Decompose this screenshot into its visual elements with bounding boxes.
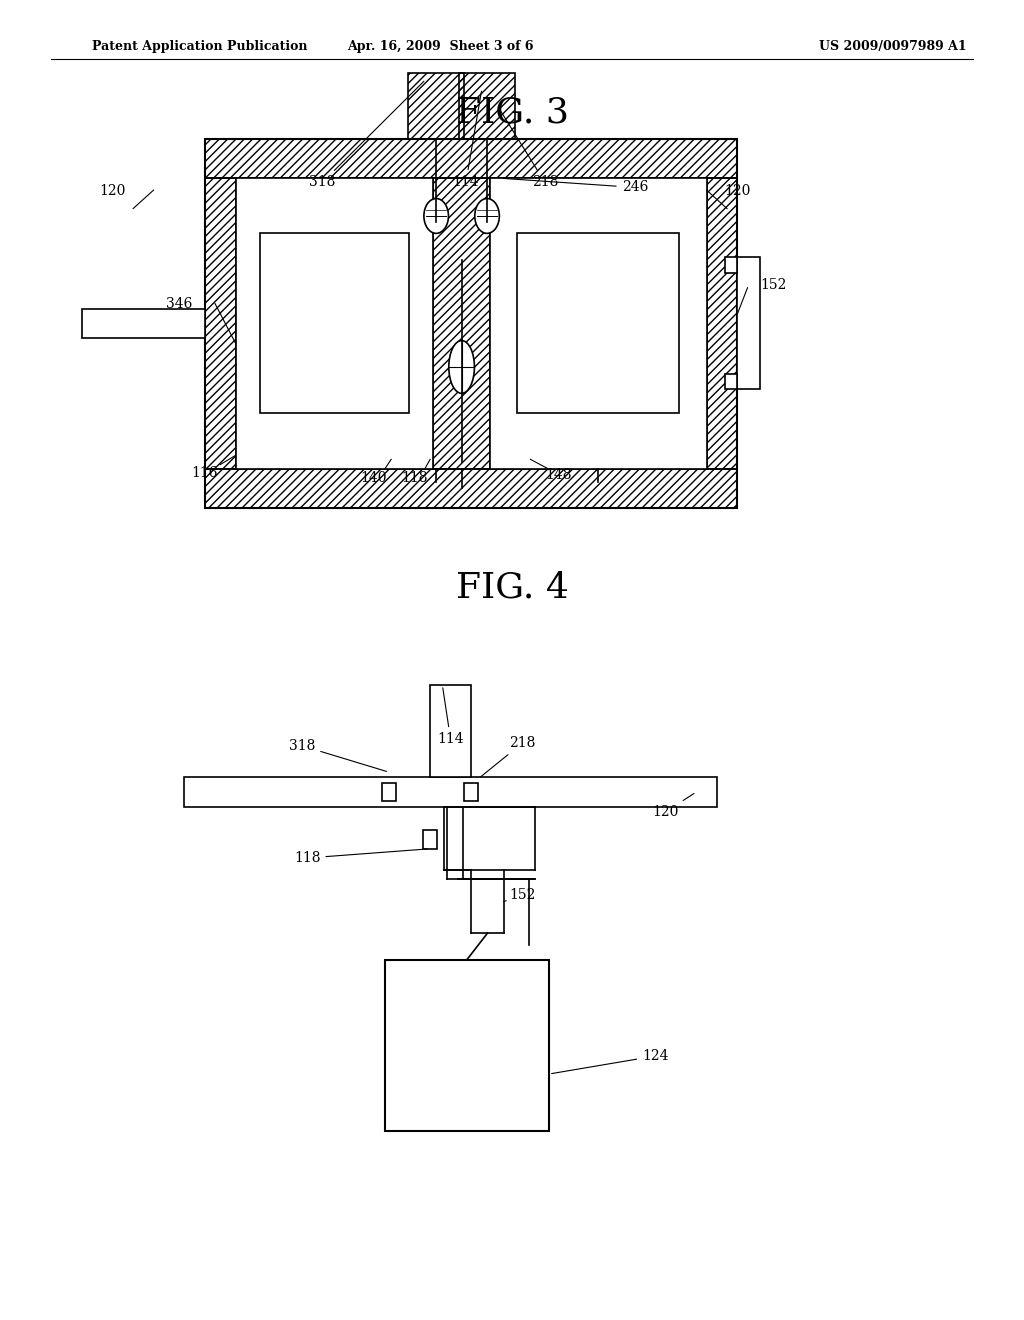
Ellipse shape (475, 198, 500, 234)
Ellipse shape (449, 341, 474, 393)
Ellipse shape (424, 198, 449, 234)
Text: 118: 118 (401, 471, 428, 484)
Text: 116: 116 (191, 466, 218, 479)
Bar (464, 783, 478, 801)
Text: 120: 120 (99, 185, 126, 198)
Text: 114: 114 (453, 91, 481, 189)
Text: 140: 140 (360, 471, 387, 484)
Bar (430, 685, 471, 777)
Text: 114: 114 (437, 688, 464, 746)
Text: 118: 118 (294, 849, 427, 865)
Text: 152: 152 (760, 279, 786, 292)
Text: 218: 218 (480, 737, 536, 777)
Polygon shape (260, 234, 409, 413)
Text: Apr. 16, 2009  Sheet 3 of 6: Apr. 16, 2009 Sheet 3 of 6 (347, 40, 534, 53)
Text: 124: 124 (552, 1049, 669, 1073)
Text: Patent Application Publication: Patent Application Publication (92, 40, 307, 53)
Bar (725, 374, 737, 389)
Polygon shape (236, 178, 433, 469)
Bar (184, 777, 717, 807)
Text: 218: 218 (499, 108, 558, 189)
Text: 148: 148 (545, 469, 571, 482)
Polygon shape (517, 234, 680, 413)
Text: 318: 318 (309, 81, 424, 189)
Bar (423, 830, 437, 849)
Text: FIG. 4: FIG. 4 (456, 570, 568, 605)
Bar (385, 960, 549, 1131)
Text: 246: 246 (503, 178, 648, 194)
Text: 318: 318 (289, 739, 386, 771)
Text: 346: 346 (166, 297, 193, 310)
Text: US 2009/0097989 A1: US 2009/0097989 A1 (819, 40, 967, 53)
Text: 152: 152 (504, 888, 536, 902)
Polygon shape (489, 178, 707, 469)
Text: 120: 120 (652, 793, 694, 818)
Text: FIG. 3: FIG. 3 (456, 95, 568, 129)
Bar (382, 783, 396, 801)
Bar (737, 257, 760, 389)
Text: 120: 120 (724, 185, 751, 198)
Bar (725, 257, 737, 273)
Bar (82, 309, 205, 338)
